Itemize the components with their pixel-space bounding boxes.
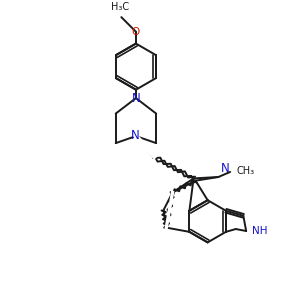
Text: CH₃: CH₃ — [237, 167, 255, 176]
Text: H₃C: H₃C — [111, 2, 129, 12]
Text: N: N — [132, 92, 141, 105]
Text: NH: NH — [252, 226, 268, 236]
Text: O: O — [132, 27, 140, 37]
Text: N: N — [131, 129, 140, 142]
Text: N: N — [220, 162, 229, 175]
